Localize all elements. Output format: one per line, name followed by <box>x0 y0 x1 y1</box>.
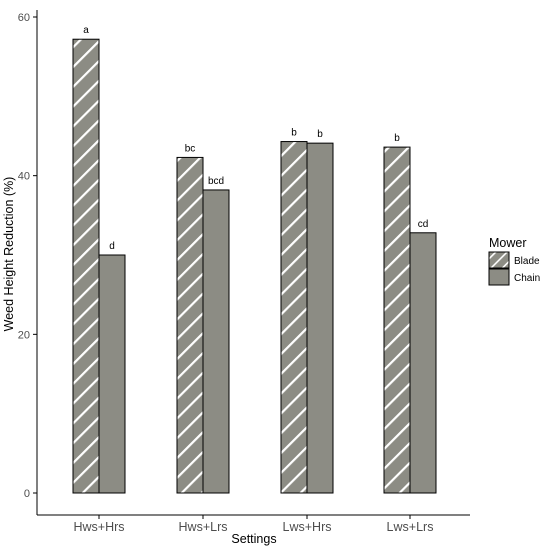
y-tick-label: 0 <box>24 488 30 500</box>
bar-blade <box>72 38 100 494</box>
bar-significance-label: bcd <box>208 176 224 187</box>
bar-chain <box>409 232 437 494</box>
bar-significance-label: cd <box>418 219 429 230</box>
bar-blade <box>280 141 308 494</box>
y-tick-label: 60 <box>18 12 30 24</box>
legend-key-chain <box>488 268 510 286</box>
x-axis-title: Settings <box>231 532 276 546</box>
legend-title: Mower <box>489 236 527 250</box>
x-axis-ticks: Hws+Hrs Hws+Lrs Lws+Hrs Lws+Lrs <box>73 515 433 534</box>
bar-chain <box>202 189 230 494</box>
bar-chain <box>98 254 126 494</box>
y-tick-label: 20 <box>18 329 30 341</box>
legend-key-blade <box>488 251 510 269</box>
bar-significance-label: a <box>83 25 89 36</box>
x-tick-label: Hws+Lrs <box>179 520 228 534</box>
bar-significance-label: b <box>317 129 323 140</box>
x-tick-label: Lws+Lrs <box>387 520 434 534</box>
x-tick-label: Hws+Hrs <box>73 520 124 534</box>
y-tick-label: 40 <box>18 171 30 183</box>
bar-significance-label: b <box>291 128 297 139</box>
bar-chain <box>306 142 334 494</box>
bar-blade <box>383 146 411 494</box>
legend-label-chain: Chain <box>514 273 540 284</box>
x-tick-label: Lws+Hrs <box>283 520 332 534</box>
bar-significance-label: bc <box>185 143 196 154</box>
bar-significance-label: b <box>394 133 400 144</box>
legend: Mower Blade Chain <box>488 236 540 286</box>
bar-blade <box>176 156 204 494</box>
y-axis-title: Weed Height Reduction (%) <box>2 177 16 332</box>
bar-significance-label: d <box>109 241 115 252</box>
y-axis-ticks: 0 20 40 60 <box>18 12 37 500</box>
legend-label-blade: Blade <box>514 256 540 267</box>
